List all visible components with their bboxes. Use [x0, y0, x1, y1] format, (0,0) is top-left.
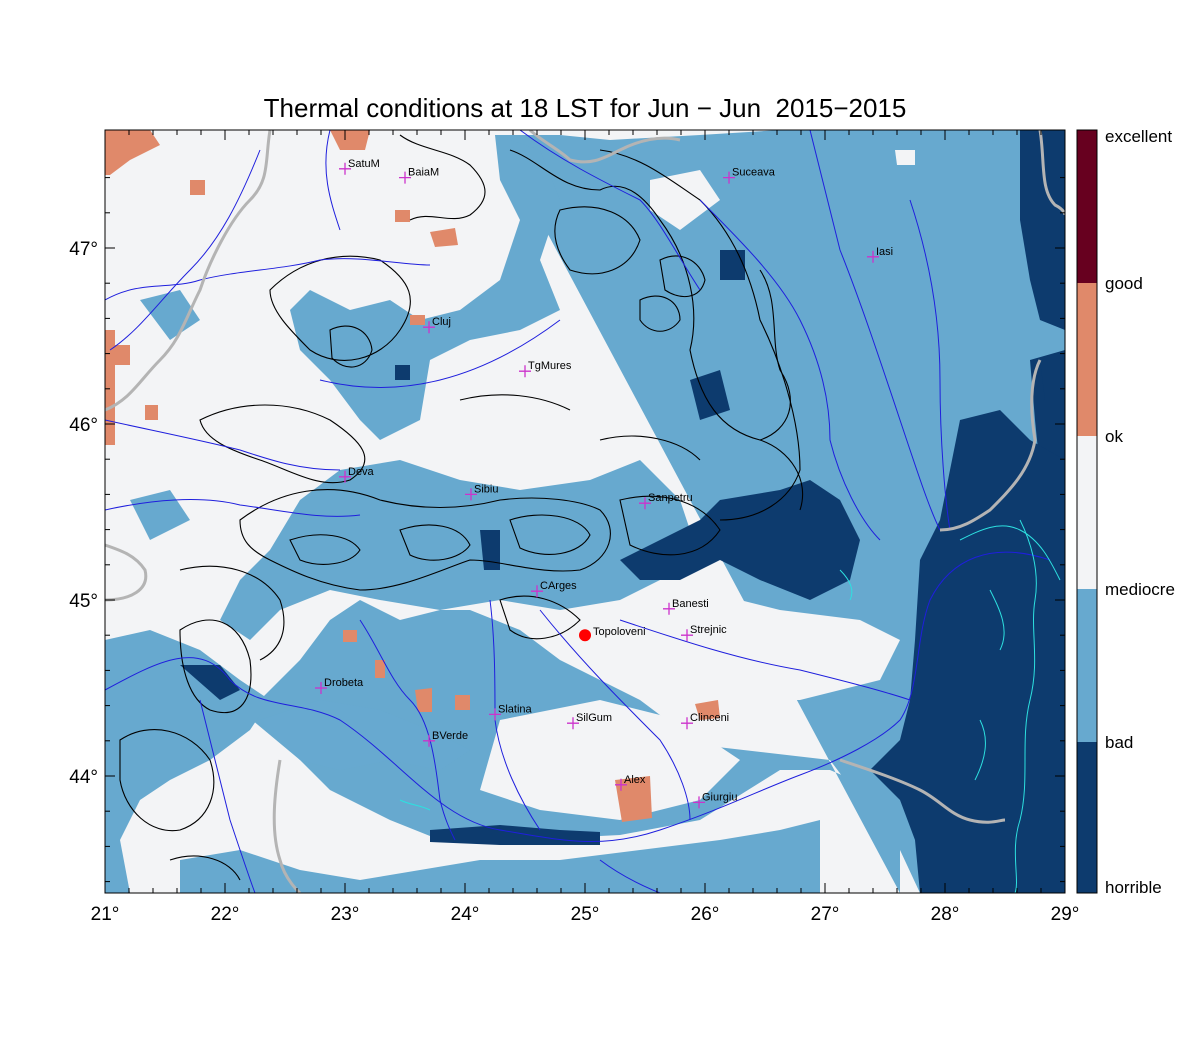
x-tick-26: 26° [691, 904, 720, 925]
y-tick-46: 46° [69, 415, 98, 436]
colorbar: excellent good ok mediocre bad horrible [1076, 127, 1175, 897]
station-marker [531, 585, 543, 598]
station-cluj: Cluj [423, 316, 451, 334]
x-axis-labels: 21° 22° 23° 24° 25° 26° 27° 28° 29° [91, 904, 1080, 925]
coastline [399, 519, 1061, 893]
y-tick-47: 47° [69, 239, 98, 260]
station-label: Giurgiu [702, 791, 737, 803]
station-sanpetru: Sanpetru [639, 492, 693, 510]
station-tgmures: TgMures [519, 360, 572, 378]
station-slatina: Slatina [489, 703, 533, 721]
x-tick-24: 24° [451, 904, 480, 925]
horrible-zones [180, 130, 1065, 893]
station-marker [519, 365, 531, 378]
country-border [105, 130, 1065, 893]
station-baiam: BaiaM [399, 167, 439, 184]
x-tick-25: 25° [571, 904, 600, 925]
legend-ok: ok [1105, 427, 1123, 446]
station-marker [399, 171, 411, 184]
x-tick-27: 27° [811, 904, 840, 925]
station-iasi: Iasi [867, 246, 893, 263]
colorbar-bad [1077, 589, 1097, 742]
ok-zones [105, 130, 720, 822]
station-satum: SatuM [339, 158, 380, 175]
station-label: Banesti [672, 598, 709, 610]
station-marker [723, 171, 735, 184]
topoloveni-marker [579, 629, 591, 642]
station-label: CArges [540, 580, 577, 592]
station-label: TgMures [528, 360, 572, 372]
station-label: BVerde [432, 730, 468, 742]
station-label: Sanpetru [648, 492, 693, 504]
station-suceava: Suceava [723, 167, 776, 184]
station-sibiu: Sibiu [465, 483, 498, 501]
station-strejnic: Strejnic [681, 624, 727, 642]
station-marker [339, 162, 351, 175]
bad-zones [105, 130, 1065, 893]
station-giurgiu: Giurgiu [693, 791, 737, 809]
station-label: Sibiu [474, 483, 498, 495]
x-tick-29: 29° [1051, 904, 1080, 925]
legend-mediocre: mediocre [1105, 580, 1175, 599]
colorbar-frame [1076, 129, 1098, 894]
x-tick-28: 28° [931, 904, 960, 925]
station-label: Strejnic [690, 624, 727, 636]
station-label: Suceava [732, 167, 776, 179]
station-label: Cluj [432, 316, 451, 328]
legend-bad: bad [1105, 733, 1133, 752]
station-marker [339, 470, 351, 483]
station-label: Drobeta [324, 677, 364, 689]
station-marker [567, 717, 579, 730]
station-alex: Alex [615, 774, 646, 791]
station-carges: CArges [531, 580, 577, 598]
station-marker [693, 796, 705, 809]
map-field: SatuM BaiaM Suceava Iasi Cluj TgMures Deva Sibi… [105, 130, 1065, 893]
y-tick-44: 44° [69, 767, 98, 788]
station-label: SatuM [348, 158, 380, 170]
station-label: SilGum [576, 712, 612, 724]
y-axis-labels: 44° 45° 46° 47° [69, 239, 98, 788]
station-marker [465, 488, 477, 501]
colorbar-excellent-good [1077, 130, 1097, 283]
station-deva: Deva [339, 466, 375, 483]
chart-title: Thermal conditions at 18 LST for Jun − J… [263, 93, 907, 123]
station-marker [681, 629, 693, 642]
station-label: Deva [348, 466, 375, 478]
station-label: Slatina [498, 703, 533, 715]
station-marker [315, 682, 327, 694]
station-drobeta: Drobeta [315, 677, 364, 694]
station-clinceni: Clinceni [681, 712, 729, 730]
x-tick-23: 23° [331, 904, 360, 925]
station-marker [867, 250, 879, 263]
topoloveni-label: Topoloveni [593, 626, 646, 638]
station-label: Clinceni [690, 712, 729, 724]
station-marker [663, 602, 675, 615]
station-silgum: SilGum [567, 712, 612, 730]
station-label: BaiaM [408, 167, 439, 179]
station-marker [423, 321, 435, 334]
legend-horrible: horrible [1105, 878, 1162, 897]
station-banesti: Banesti [663, 598, 709, 615]
station-label: Alex [624, 774, 646, 786]
station-label: Iasi [876, 246, 893, 258]
colorbar-horrible [1077, 742, 1097, 893]
mediocre-pockets [480, 150, 970, 820]
station-marker [489, 708, 501, 721]
x-tick-21: 21° [91, 904, 120, 925]
station-marker [639, 497, 651, 510]
station-marker [423, 734, 435, 747]
station-bverde: BVerde [423, 730, 468, 747]
relief-contours [119, 134, 804, 881]
colorbar-mediocre [1077, 436, 1097, 589]
x-tick-22: 22° [211, 904, 240, 925]
axis-ticks [104, 130, 1066, 893]
station-marker [615, 778, 627, 791]
stations: SatuM BaiaM Suceava Iasi Cluj TgMures Deva Sibi… [315, 158, 893, 809]
legend-excellent: excellent [1105, 127, 1172, 146]
legend-good: good [1105, 274, 1143, 293]
station-marker [681, 717, 693, 730]
y-tick-45: 45° [69, 591, 98, 612]
colorbar-ok [1077, 283, 1097, 436]
